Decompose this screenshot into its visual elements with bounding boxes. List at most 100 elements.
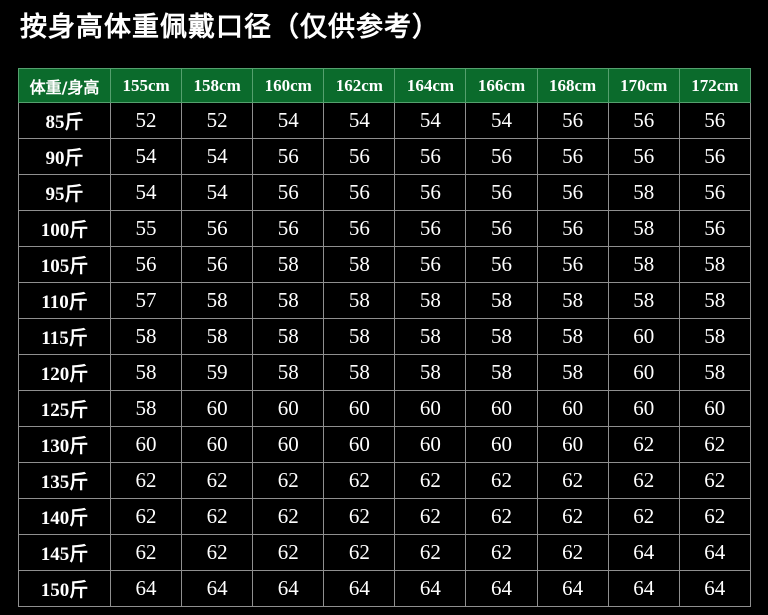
column-header-height-7: 170cm	[607, 68, 680, 103]
size-cell-r3-c2: 56	[252, 210, 325, 247]
size-cell-r6-c4: 58	[394, 318, 467, 355]
size-cell-r7-c7: 60	[607, 354, 680, 391]
size-cell-r9-c6: 60	[536, 426, 609, 463]
size-cell-r6-c2: 58	[252, 318, 325, 355]
size-cell-r5-c5: 58	[465, 282, 538, 319]
size-cell-r13-c1: 64	[181, 570, 254, 607]
row-header-weight-10: 135斤	[18, 462, 111, 499]
size-cell-r12-c1: 62	[181, 534, 254, 571]
column-header-height-8: 172cm	[678, 68, 751, 103]
size-cell-r3-c0: 55	[109, 210, 183, 247]
size-cell-r4-c0: 56	[109, 246, 183, 283]
size-cell-r10-c2: 62	[252, 462, 325, 499]
size-cell-r7-c8: 58	[678, 354, 751, 391]
size-cell-r4-c8: 58	[678, 246, 751, 283]
size-cell-r0-c6: 56	[536, 102, 609, 139]
size-cell-r4-c5: 56	[465, 246, 538, 283]
size-cell-r13-c8: 64	[678, 570, 751, 607]
size-cell-r9-c1: 60	[181, 426, 254, 463]
size-cell-r4-c1: 56	[181, 246, 254, 283]
size-cell-r1-c7: 56	[607, 138, 680, 175]
size-cell-r4-c4: 56	[394, 246, 467, 283]
size-cell-r8-c8: 60	[678, 390, 751, 427]
table-row: 135斤 62 62 62 62 62 62 62 62 62	[18, 462, 751, 499]
size-cell-r10-c7: 62	[607, 462, 680, 499]
table-body: 85斤 52 52 54 54 54 54 56 56 56 90斤 54 54 56 56 56 56 56 56…	[18, 102, 751, 607]
size-cell-r13-c0: 64	[109, 570, 183, 607]
size-cell-r8-c3: 60	[323, 390, 396, 427]
size-cell-r11-c0: 62	[109, 498, 183, 535]
size-chart-table: 体重/身高 155cm 158cm 160cm 162cm 164cm 166c…	[18, 68, 751, 607]
size-cell-r10-c1: 62	[181, 462, 254, 499]
size-cell-r6-c1: 58	[181, 318, 254, 355]
column-header-height-2: 160cm	[252, 68, 325, 103]
table-row: 95斤 54 54 56 56 56 56 56 58 56	[18, 174, 751, 211]
size-cell-r12-c2: 62	[252, 534, 325, 571]
size-cell-r7-c4: 58	[394, 354, 467, 391]
table-row: 100斤 55 56 56 56 56 56 56 58 56	[18, 210, 751, 247]
size-cell-r5-c3: 58	[323, 282, 396, 319]
size-cell-r12-c3: 62	[323, 534, 396, 571]
size-cell-r2-c2: 56	[252, 174, 325, 211]
row-header-weight-7: 120斤	[18, 354, 111, 391]
size-cell-r10-c6: 62	[536, 462, 609, 499]
size-cell-r10-c5: 62	[465, 462, 538, 499]
size-cell-r7-c3: 58	[323, 354, 396, 391]
size-cell-r7-c0: 58	[109, 354, 183, 391]
size-cell-r11-c4: 62	[394, 498, 467, 535]
size-cell-r1-c6: 56	[536, 138, 609, 175]
size-cell-r6-c8: 58	[678, 318, 751, 355]
row-header-weight-4: 105斤	[18, 246, 111, 283]
size-cell-r2-c7: 58	[607, 174, 680, 211]
row-header-weight-5: 110斤	[18, 282, 111, 319]
size-cell-r1-c8: 56	[678, 138, 751, 175]
size-cell-r7-c1: 59	[181, 354, 254, 391]
size-cell-r6-c5: 58	[465, 318, 538, 355]
size-cell-r9-c7: 62	[607, 426, 680, 463]
size-cell-r13-c3: 64	[323, 570, 396, 607]
row-header-weight-9: 130斤	[18, 426, 111, 463]
size-cell-r12-c0: 62	[109, 534, 183, 571]
table-row: 145斤 62 62 62 62 62 62 62 64 64	[18, 534, 751, 571]
size-cell-r8-c5: 60	[465, 390, 538, 427]
size-cell-r0-c5: 54	[465, 102, 538, 139]
size-cell-r13-c4: 64	[394, 570, 467, 607]
page-title: 按身高体重佩戴口径（仅供参考）	[20, 12, 440, 43]
size-cell-r4-c7: 58	[607, 246, 680, 283]
column-header-height-6: 168cm	[536, 68, 609, 103]
row-header-weight-2: 95斤	[18, 174, 111, 211]
size-cell-r2-c8: 56	[678, 174, 751, 211]
row-header-weight-8: 125斤	[18, 390, 111, 427]
column-header-height-5: 166cm	[465, 68, 538, 103]
size-cell-r1-c5: 56	[465, 138, 538, 175]
size-cell-r10-c0: 62	[109, 462, 183, 499]
table-row: 90斤 54 54 56 56 56 56 56 56 56	[18, 138, 751, 175]
size-cell-r12-c7: 64	[607, 534, 680, 571]
size-cell-r4-c3: 58	[323, 246, 396, 283]
row-header-weight-13: 150斤	[18, 570, 111, 607]
column-header-height-4: 164cm	[394, 68, 467, 103]
table-header: 体重/身高 155cm 158cm 160cm 162cm 164cm 166c…	[18, 68, 751, 103]
size-cell-r11-c5: 62	[465, 498, 538, 535]
size-cell-r2-c0: 54	[109, 174, 183, 211]
size-cell-r8-c1: 60	[181, 390, 254, 427]
row-header-weight-12: 145斤	[18, 534, 111, 571]
size-cell-r4-c6: 56	[536, 246, 609, 283]
size-cell-r6-c7: 60	[607, 318, 680, 355]
size-cell-r5-c8: 58	[678, 282, 751, 319]
size-cell-r1-c2: 56	[252, 138, 325, 175]
size-cell-r3-c8: 56	[678, 210, 751, 247]
size-cell-r9-c0: 60	[109, 426, 183, 463]
size-cell-r0-c0: 52	[109, 102, 183, 139]
table-row: 105斤 56 56 58 58 56 56 56 58 58	[18, 246, 751, 283]
size-cell-r9-c2: 60	[252, 426, 325, 463]
size-cell-r1-c3: 56	[323, 138, 396, 175]
size-cell-r13-c5: 64	[465, 570, 538, 607]
size-cell-r1-c4: 56	[394, 138, 467, 175]
table-row: 150斤 64 64 64 64 64 64 64 64 64	[18, 570, 751, 607]
size-cell-r8-c4: 60	[394, 390, 467, 427]
column-header-height-1: 158cm	[181, 68, 254, 103]
size-cell-r7-c5: 58	[465, 354, 538, 391]
size-cell-r9-c4: 60	[394, 426, 467, 463]
size-cell-r11-c1: 62	[181, 498, 254, 535]
